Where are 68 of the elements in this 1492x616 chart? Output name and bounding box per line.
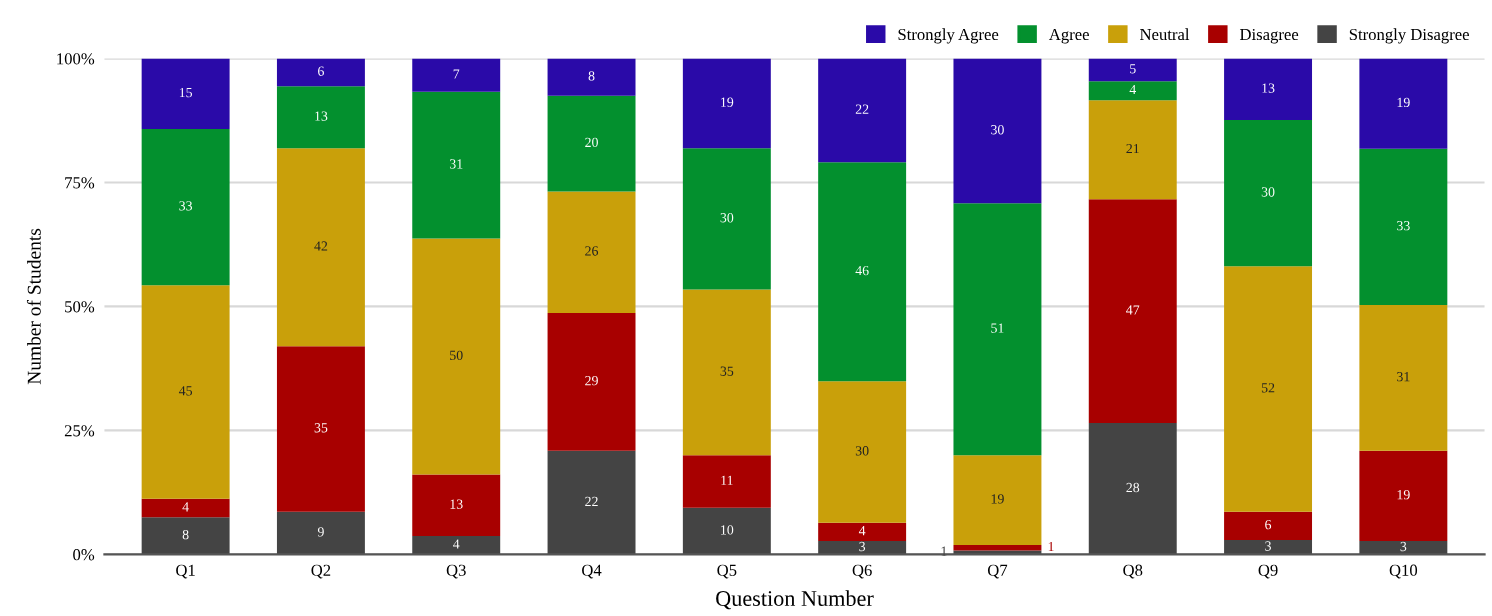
bar (953, 58, 1042, 204)
bar (953, 455, 1042, 545)
legend-label: Strongly Agree (898, 28, 999, 44)
bar (276, 511, 365, 555)
bar (412, 91, 501, 239)
bar (818, 162, 907, 382)
bar (1224, 511, 1313, 541)
bar (1224, 58, 1313, 121)
legend-label: Neutral (1140, 28, 1190, 41)
bar (412, 238, 501, 475)
x-tick-label: Q5 (717, 564, 737, 579)
bar (1088, 100, 1177, 200)
y-tick-label: 0% (73, 549, 95, 561)
bar (1088, 58, 1177, 82)
x-tick-label: Q7 (987, 564, 1008, 579)
bar (547, 95, 636, 192)
bar (1088, 81, 1177, 101)
bar (682, 58, 771, 149)
y-tick-label: 75% (65, 177, 95, 189)
bar (412, 474, 501, 537)
bar (1088, 199, 1177, 423)
y-tick-label: 100% (57, 53, 95, 65)
y-axis-title: Number of Students (26, 228, 41, 385)
bar (141, 498, 230, 518)
x-tick-label: Q6 (852, 564, 872, 579)
bar (412, 58, 501, 92)
bar (547, 312, 636, 451)
bar (412, 536, 501, 555)
bar (141, 285, 230, 499)
bar (682, 289, 771, 456)
bar (1088, 422, 1177, 555)
legend-label: Strongly Disagree (1349, 28, 1469, 44)
bar (818, 522, 907, 542)
bar (1224, 266, 1313, 512)
x-tick-label: Q9 (1258, 564, 1278, 579)
bar (547, 191, 636, 313)
bar (818, 58, 907, 163)
bar (276, 58, 365, 87)
bar (141, 58, 230, 129)
x-tick-label: Q10 (1389, 564, 1418, 579)
bar (276, 86, 365, 149)
bar (1359, 58, 1448, 149)
bar (1359, 304, 1448, 451)
x-tick-label: Q8 (1123, 564, 1143, 579)
x-tick-label: Q2 (311, 564, 331, 579)
bar (953, 544, 1042, 551)
bar (682, 148, 771, 290)
bar (276, 148, 365, 347)
y-tick-label: 50% (65, 301, 95, 313)
bar (818, 381, 907, 523)
bar (141, 128, 230, 286)
bar (547, 450, 636, 555)
x-tick-label: Q1 (176, 564, 195, 579)
legend-label: Disagree (1239, 28, 1299, 44)
bar (276, 346, 365, 512)
y-tick-label: 25% (64, 425, 95, 437)
x-tick-label: Q3 (446, 564, 466, 579)
bar (682, 507, 771, 555)
bar (1359, 148, 1448, 305)
x-tick-label: Q4 (582, 564, 602, 579)
bar (1224, 120, 1313, 267)
legend-label: Agree (1048, 28, 1089, 44)
bar (953, 203, 1042, 456)
x-axis-title: Question Number (716, 590, 874, 610)
bar (1359, 450, 1448, 542)
bar (682, 455, 771, 508)
bar (547, 58, 636, 96)
bar (141, 517, 230, 555)
